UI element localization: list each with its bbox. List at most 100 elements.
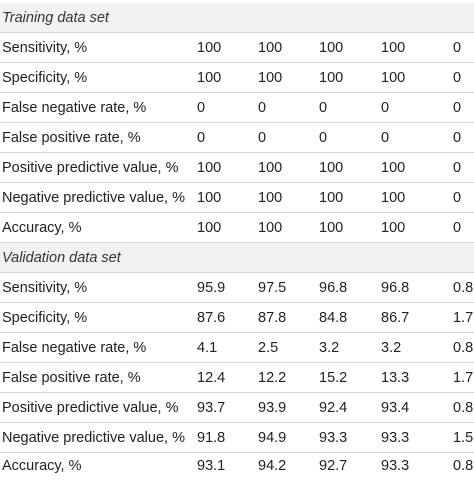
row-label: Sensitivity, %	[2, 280, 88, 296]
table-cell: 0	[258, 130, 267, 146]
table-cell: 0	[453, 190, 462, 206]
table-cell: 0	[453, 70, 462, 86]
table-cell: 0	[453, 100, 462, 116]
section-title: Training data set	[2, 10, 109, 26]
row-label: Sensitivity, %	[2, 40, 88, 56]
table-cell: 95.9	[197, 280, 226, 296]
row-label: False positive rate, %	[2, 130, 141, 146]
table-cell: 4.1	[197, 340, 218, 356]
table-cell: 0	[381, 130, 390, 146]
table-cell: 100	[381, 70, 406, 86]
table-cell: 100	[381, 160, 406, 176]
table-cell: 3.2	[381, 340, 402, 356]
table-row: Sensitivity, % 100 100 100 100 0	[0, 33, 474, 63]
table-cell: 12.2	[258, 370, 287, 386]
table-cell: 92.7	[319, 458, 348, 474]
table-cell: 12.4	[197, 370, 226, 386]
table-cell: 92.4	[319, 400, 348, 416]
table-cell: 100	[197, 40, 222, 56]
table-cell: 0	[258, 100, 267, 116]
row-label: Positive predictive value, %	[2, 400, 179, 416]
table-row: Accuracy, % 93.1 94.2 92.7 93.3 0.8	[0, 451, 474, 474]
table-cell: 2.5	[258, 340, 279, 356]
table-row: Sensitivity, % 95.9 97.5 96.8 96.8 0.8	[0, 273, 474, 303]
row-label: False negative rate, %	[2, 340, 147, 356]
table-cell: 100	[319, 220, 344, 236]
table-cell: 100	[258, 220, 283, 236]
table-row: Specificity, % 100 100 100 100 0	[0, 63, 474, 93]
table-cell: 100	[197, 70, 222, 86]
table-cell: 0	[453, 40, 462, 56]
table-cell: 94.2	[258, 458, 287, 474]
table-cell: 0	[197, 100, 206, 116]
table-cell: 87.6	[197, 310, 226, 326]
table-row: False positive rate, % 0 0 0 0 0	[0, 123, 474, 153]
table-cell: 100	[197, 220, 222, 236]
table-row: Positive predictive value, % 100 100 100…	[0, 153, 474, 183]
row-label: False positive rate, %	[2, 370, 141, 386]
table-cell: 100	[197, 160, 222, 176]
row-label: Accuracy, %	[2, 220, 82, 236]
table-cell: 3.2	[319, 340, 340, 356]
table-cell: 93.7	[197, 400, 226, 416]
table-cell: 0.8	[453, 458, 474, 474]
table-cell: 100	[258, 190, 283, 206]
row-label: Specificity, %	[2, 310, 88, 326]
table-row: Specificity, % 87.6 87.8 84.8 86.7 1.7	[0, 303, 474, 333]
table-cell: 0.8	[453, 280, 474, 296]
row-label: Negative predictive value, %	[2, 430, 185, 446]
row-label: Specificity, %	[2, 70, 88, 86]
table-cell: 91.8	[197, 430, 226, 446]
table-cell: 15.2	[319, 370, 348, 386]
table-cell: 100	[258, 160, 283, 176]
table-cell: 0	[319, 130, 328, 146]
table-cell: 100	[381, 190, 406, 206]
table-cell: 93.1	[197, 458, 226, 474]
table-cell: 0	[453, 130, 462, 146]
table-row: False positive rate, % 12.4 12.2 15.2 13…	[0, 363, 474, 393]
table-cell: 96.8	[319, 280, 348, 296]
table-cell: 0	[453, 220, 462, 236]
table-cell: 100	[258, 40, 283, 56]
table-cell: 86.7	[381, 310, 410, 326]
table-cell: 100	[319, 160, 344, 176]
table-cell: 93.9	[258, 400, 287, 416]
table-cell: 100	[319, 40, 344, 56]
section-header-validation: Validation data set	[0, 243, 474, 273]
table-cell: 0.8	[453, 340, 474, 356]
table-cell: 100	[381, 40, 406, 56]
table-cell: 96.8	[381, 280, 410, 296]
table-row: Positive predictive value, % 93.7 93.9 9…	[0, 393, 474, 423]
table-cell: 100	[319, 70, 344, 86]
table-cell: 93.3	[381, 430, 410, 446]
table-row: Negative predictive value, % 91.8 94.9 9…	[0, 423, 474, 453]
table-cell: 94.9	[258, 430, 287, 446]
row-label: Accuracy, %	[2, 458, 82, 474]
table-row: False negative rate, % 0 0 0 0 0	[0, 93, 474, 123]
section-header-training: Training data set	[0, 3, 474, 33]
table-row: False negative rate, % 4.1 2.5 3.2 3.2 0…	[0, 333, 474, 363]
table-cell: 100	[319, 190, 344, 206]
table-cell: 0	[453, 160, 462, 176]
table-cell: 1.7	[453, 310, 474, 326]
table-cell: 87.8	[258, 310, 287, 326]
table-cell: 1.7	[453, 370, 474, 386]
table-cell: 93.3	[319, 430, 348, 446]
table-row: Accuracy, % 100 100 100 100 0	[0, 213, 474, 243]
table-cell: 1.5	[453, 430, 474, 446]
table-cell: 100	[381, 220, 406, 236]
table-cell: 97.5	[258, 280, 287, 296]
table-cell: 13.3	[381, 370, 410, 386]
row-label: Positive predictive value, %	[2, 160, 179, 176]
table-cell: 93.3	[381, 458, 410, 474]
row-label: Negative predictive value, %	[2, 190, 185, 206]
table-cell: 100	[258, 70, 283, 86]
table-cell: 84.8	[319, 310, 348, 326]
row-label: False negative rate, %	[2, 100, 147, 116]
section-title: Validation data set	[2, 250, 121, 266]
table-row: Negative predictive value, % 100 100 100…	[0, 183, 474, 213]
table-cell: 0	[381, 100, 390, 116]
table-cell: 0.8	[453, 400, 474, 416]
table-cell: 93.4	[381, 400, 410, 416]
table-cell: 100	[197, 190, 222, 206]
